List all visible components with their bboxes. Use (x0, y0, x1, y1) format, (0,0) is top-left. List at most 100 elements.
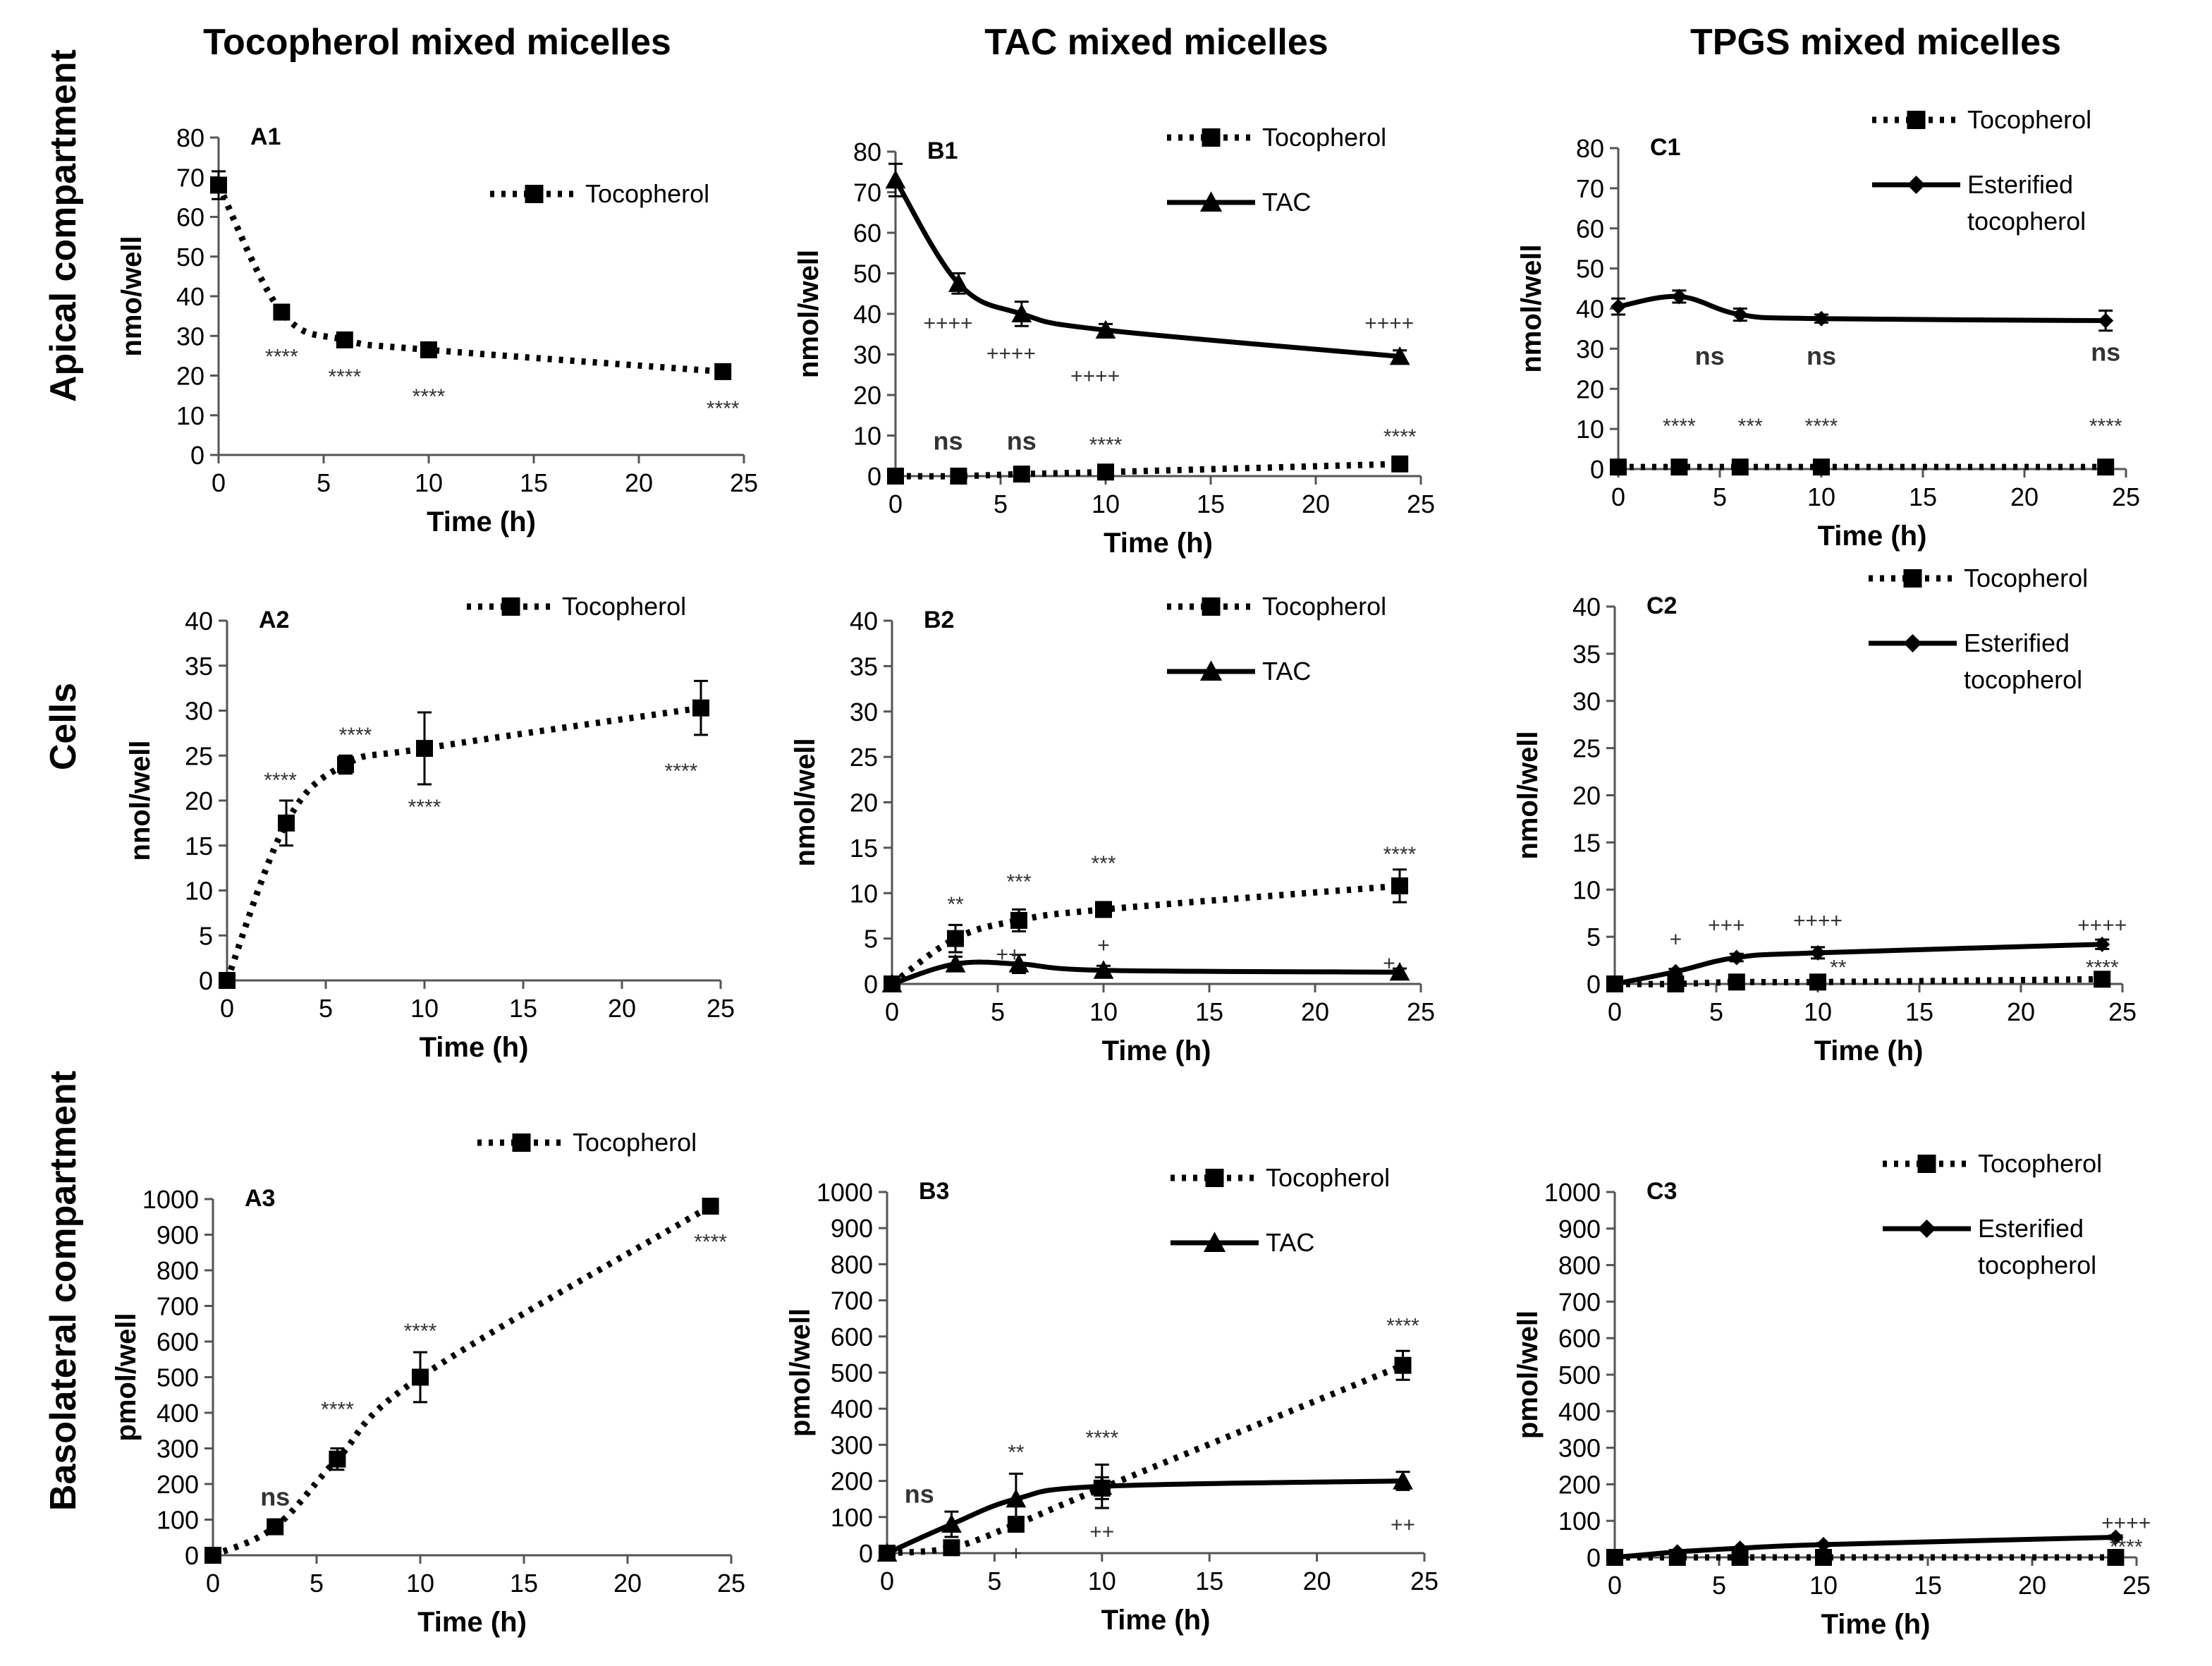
significance-label: ++++ (923, 312, 972, 335)
significance-label: ++++ (1364, 312, 1414, 335)
x-axis-label: Time (h) (1821, 1609, 1931, 1640)
x-axis-label: Time (h) (1104, 528, 1213, 559)
significance-label: **** (665, 760, 698, 783)
legend-marker (1907, 176, 1926, 194)
y-tick-label: 25 (850, 743, 878, 772)
data-point (1008, 954, 1029, 973)
y-tick-label: 30 (1572, 687, 1601, 716)
significance-label: **** (1085, 1426, 1118, 1449)
data-point (1813, 458, 1830, 476)
legend-marker (1199, 660, 1223, 681)
x-tick-label: 10 (410, 994, 439, 1023)
legend-marker (1903, 569, 1922, 588)
legend-marker (512, 1133, 531, 1152)
y-tick-label: 400 (157, 1399, 199, 1428)
significance-label: ns (905, 1479, 934, 1508)
legend-label: Esterified tocopherol (1978, 1214, 2096, 1279)
x-axis-label: Time (h) (1818, 521, 1927, 552)
y-tick-label: 600 (157, 1327, 199, 1356)
data-point (1670, 458, 1688, 476)
data-point (885, 169, 906, 189)
data-point (1732, 307, 1748, 323)
x-axis-label: Time (h) (1102, 1035, 1211, 1066)
x-tick-label: 10 (1088, 1567, 1116, 1595)
series-line-tac (893, 178, 1400, 359)
chart-panel-a2: 0 5 10 15 20 25 30 35 40 0 5 10 15 20 25 Time (h) nnol/w… (125, 592, 735, 1063)
x-tick-label: 0 (1608, 997, 1622, 1026)
y-tick-label: 40 (1576, 295, 1604, 324)
y-axis-label: nmo/well (116, 236, 147, 356)
panel-label: C3 (1646, 1178, 1677, 1205)
series-line-tocopherol (886, 1362, 1405, 1557)
x-tick-label: 25 (2122, 1571, 2151, 1600)
significance-label: **** (694, 1231, 727, 1254)
data-point (950, 468, 967, 485)
x-tick-label: 15 (1195, 997, 1223, 1026)
data-point (2094, 936, 2110, 952)
y-tick-label: 5 (199, 921, 213, 950)
significance-label: *** (1006, 870, 1031, 894)
data-point (1607, 1550, 1623, 1565)
x-tick-label: 20 (1303, 1567, 1331, 1595)
x-tick-label: 10 (1092, 490, 1120, 518)
y-tick-label: 20 (1576, 375, 1604, 403)
legend-marker (525, 185, 544, 203)
data-point (887, 468, 904, 485)
panel-label: C2 (1646, 592, 1677, 619)
x-tick-label: 5 (1709, 997, 1723, 1026)
data-point (1810, 944, 1826, 961)
data-point (1816, 1536, 1831, 1552)
x-tick-label: 15 (1197, 490, 1225, 518)
data-point (881, 973, 903, 992)
legend-marker (501, 597, 520, 616)
significance-label: **** (1663, 415, 1696, 438)
x-tick-label: 25 (2112, 482, 2140, 511)
y-tick-label: 50 (176, 243, 204, 272)
series-line-tac (891, 959, 1400, 987)
x-tick-label: 20 (1301, 997, 1329, 1026)
significance-label: ++ (996, 943, 1020, 966)
y-tick-label: 70 (1576, 174, 1604, 203)
y-tick-label: 80 (176, 123, 204, 152)
chart-panel-b3: 0 100 200 300 400 500 600 700 800 900 1000 0 5 10 15 20… (785, 1163, 1438, 1636)
panel-label: C1 (1650, 134, 1680, 161)
legend-label: TAC (1262, 188, 1311, 217)
x-tick-label: 15 (1905, 997, 1933, 1026)
x-tick-label: 0 (880, 1567, 894, 1595)
x-tick-label: 25 (2108, 997, 2137, 1026)
y-tick-label: 800 (831, 1250, 873, 1279)
significance-label: ** (947, 893, 964, 916)
x-axis-label: Time (h) (1101, 1605, 1211, 1636)
data-point (1814, 310, 1829, 327)
y-tick-label: 700 (157, 1292, 199, 1321)
y-tick-label: 0 (867, 462, 881, 491)
data-point (1671, 288, 1687, 305)
y-tick-label: 900 (157, 1221, 199, 1250)
y-tick-label: 80 (853, 138, 881, 166)
data-point (329, 1450, 346, 1468)
significance-label: **** (1089, 434, 1123, 457)
legend-label: Tocopherol (573, 1128, 697, 1157)
data-point (2108, 1529, 2124, 1545)
y-tick-label: 40 (185, 607, 213, 636)
y-tick-label: 10 (850, 879, 878, 908)
y-tick-label: 80 (1576, 134, 1604, 163)
data-point (876, 1543, 898, 1562)
y-tick-label: 30 (176, 322, 204, 351)
panel-label: B1 (927, 138, 958, 164)
significance-label: ns (2091, 337, 2120, 366)
legend-label: Tocopherol (1978, 1149, 2102, 1178)
data-point (1006, 1488, 1027, 1508)
x-tick-label: 0 (206, 1569, 220, 1598)
y-tick-label: 800 (1558, 1251, 1601, 1280)
x-tick-label: 20 (625, 468, 653, 497)
data-point (1389, 961, 1410, 981)
x-axis-label: Time (h) (427, 506, 536, 537)
x-tick-label: 5 (310, 1569, 324, 1598)
legend-label: TAC (1262, 657, 1311, 686)
y-tick-label: 15 (185, 832, 213, 861)
legend-marker (1903, 634, 1922, 652)
legend-label: Tocopherol (1262, 123, 1386, 152)
data-point (2098, 312, 2114, 329)
